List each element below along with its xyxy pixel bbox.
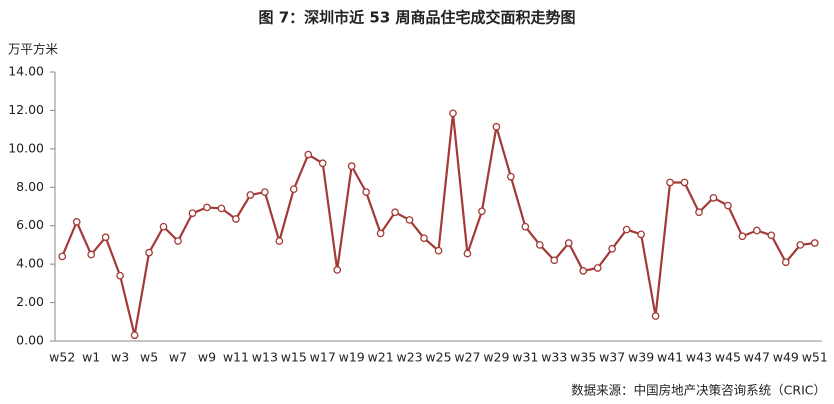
x-tick-label: w23 — [396, 350, 422, 365]
y-tick-label: 0.00 — [16, 333, 44, 348]
x-tick-label: w19 — [339, 350, 365, 365]
point — [217, 204, 226, 213]
x-tick-label: w45 — [715, 350, 741, 365]
x-tick-label: w31 — [512, 350, 538, 365]
point — [333, 266, 342, 274]
point — [362, 188, 370, 196]
point — [651, 312, 660, 320]
point — [709, 194, 718, 202]
point — [593, 264, 602, 272]
series-line — [61, 113, 815, 336]
point — [738, 232, 747, 241]
point — [87, 250, 96, 259]
point — [434, 246, 443, 255]
x-tick-label: w7 — [169, 350, 187, 365]
point — [232, 215, 240, 223]
point — [637, 230, 645, 239]
chart-title: 图 7：深圳市近 53 周商品住宅成交面积走势图 — [259, 9, 576, 27]
point — [449, 109, 457, 118]
x-tick-label: w35 — [570, 350, 596, 365]
point — [260, 188, 269, 196]
point — [622, 225, 631, 234]
point — [72, 218, 81, 226]
point — [507, 172, 515, 181]
point — [203, 203, 211, 212]
y-tick-label: 12.00 — [8, 102, 44, 117]
point — [478, 207, 486, 216]
point — [101, 233, 110, 242]
point — [492, 122, 501, 131]
point — [289, 185, 298, 194]
x-tick-label: w15 — [281, 350, 307, 365]
point — [145, 248, 153, 257]
x-tick-label: w49 — [773, 350, 799, 365]
x-tick-label: w51 — [802, 350, 828, 365]
point — [159, 222, 168, 231]
x-tick-label: w43 — [686, 350, 712, 365]
point — [405, 216, 414, 224]
point — [174, 237, 182, 245]
y-tick-label: 2.00 — [16, 294, 44, 309]
point — [521, 222, 530, 231]
point — [58, 252, 67, 261]
source: 数据来源：中国房地产决策咨询系统（CRIC） — [571, 383, 826, 398]
y-tick-label: 14.00 — [8, 64, 44, 79]
y-tick-label: 6.00 — [16, 217, 44, 232]
x-tick-label: w5 — [140, 350, 158, 365]
x-tick-label: w21 — [368, 350, 394, 365]
x-tick-label: w11 — [223, 350, 249, 365]
point — [579, 267, 588, 275]
point — [796, 241, 805, 249]
point — [188, 209, 197, 218]
x-tick-label: w52 — [49, 350, 75, 365]
point — [781, 258, 790, 267]
point — [680, 178, 689, 187]
point — [753, 226, 761, 235]
y-tick-label: 4.00 — [16, 256, 44, 271]
point — [535, 241, 544, 249]
x-tick-label: w9 — [198, 350, 216, 365]
x-tick-label: w33 — [541, 350, 567, 365]
point — [550, 256, 559, 265]
point — [347, 162, 356, 170]
x-tick-label: w17 — [310, 350, 336, 365]
point — [666, 178, 674, 187]
y-tick-label: 8.00 — [16, 179, 44, 194]
x-tick-label: w3 — [111, 350, 129, 365]
point — [695, 208, 703, 217]
point — [246, 191, 255, 199]
point — [608, 244, 617, 253]
point — [564, 239, 573, 247]
point — [810, 239, 819, 247]
point — [130, 331, 139, 340]
x-tick-label: w1 — [82, 350, 100, 365]
point — [318, 159, 327, 168]
point — [463, 249, 472, 258]
x-tick-label: w39 — [628, 350, 654, 365]
y-axis-label: 万平方米 — [8, 42, 59, 57]
point — [116, 271, 124, 280]
point — [724, 201, 732, 210]
point — [275, 237, 284, 245]
point — [376, 229, 385, 238]
y-tick-label: 10.00 — [8, 140, 44, 155]
x-tick-label: w47 — [744, 350, 770, 365]
x-tick-label: w41 — [657, 350, 683, 365]
x-tick-label: w13 — [252, 350, 278, 365]
point — [767, 231, 776, 240]
point — [420, 234, 428, 243]
point — [304, 150, 313, 159]
x-tick-label: w37 — [599, 350, 625, 365]
x-tick-label: w29 — [483, 350, 509, 365]
point — [391, 208, 399, 217]
x-tick-label: w25 — [425, 350, 451, 365]
x-tick-label: w27 — [454, 350, 480, 365]
